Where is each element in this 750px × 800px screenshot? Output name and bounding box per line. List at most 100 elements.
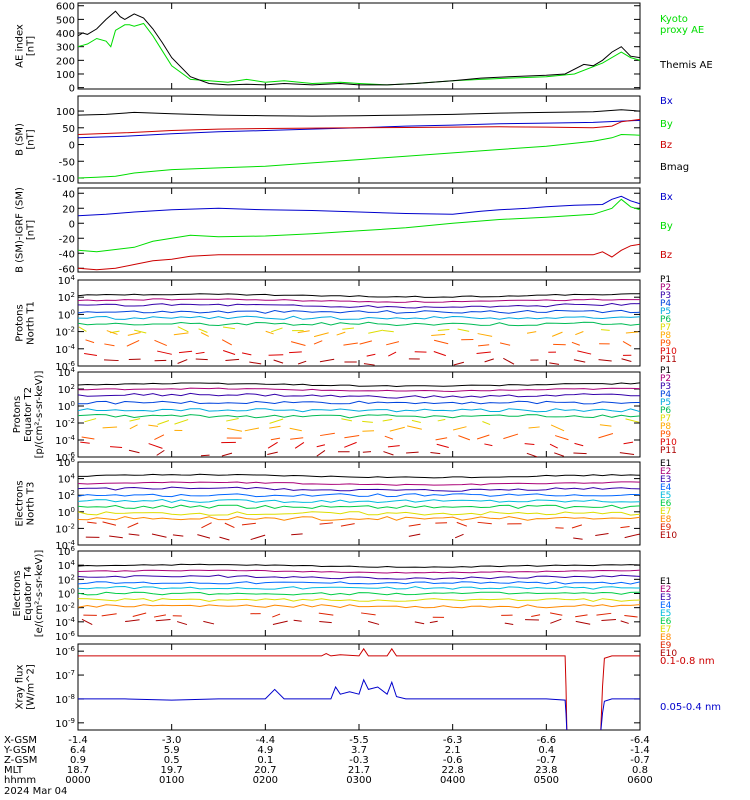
channel-segment-11 xyxy=(453,361,465,366)
ephemeris-value: -6.4 xyxy=(630,735,650,746)
channel-segment-9 xyxy=(126,339,140,347)
channel-segment-9 xyxy=(102,521,117,526)
legend-entry: P7 xyxy=(660,323,671,333)
channel-segment-10 xyxy=(84,353,98,357)
channel-segment-7 xyxy=(129,418,141,422)
channel-segment-10 xyxy=(109,535,123,539)
legend-entry: P8 xyxy=(660,331,671,341)
channel-segment-9 xyxy=(476,434,490,440)
ephemeris-value: -6.3 xyxy=(443,735,463,746)
plot-area xyxy=(78,109,640,179)
channel-segment-10 xyxy=(414,621,425,625)
ephemeris-value: -0.7 xyxy=(630,755,650,766)
series-line-1 xyxy=(78,119,640,139)
legend-entry: 0.1-0.8 nm xyxy=(660,656,715,667)
ephemeris-table: X-GSM -1.4 -3.0 -4.4 -5.5 -6.3 -6.6 -6.4 Y-GSM 6.… xyxy=(3,735,653,797)
y-axis-label: Equator T4 xyxy=(23,566,34,621)
channel-segment-9 xyxy=(320,432,335,437)
y-axis-label: B (SM) xyxy=(15,123,26,156)
channel-segment-10 xyxy=(110,446,123,448)
y-tick-label: 600 xyxy=(56,2,75,13)
channel-segment-10 xyxy=(577,350,592,355)
channel-segment-9 xyxy=(478,344,490,347)
y-tick-label: 40 xyxy=(62,189,75,200)
y-tick-label: 102 xyxy=(58,489,75,502)
ephemeris-value: 4.9 xyxy=(257,745,273,756)
legend-entry: By xyxy=(660,119,673,130)
channel-segment-10 xyxy=(601,619,616,621)
channel-segment-7 xyxy=(457,328,470,332)
channel-segment-9 xyxy=(221,339,232,346)
channel-segment-9 xyxy=(154,434,165,440)
series-line-2 xyxy=(78,198,640,253)
ephemeris-row-label: hhmm xyxy=(4,775,36,786)
channel-segment-11 xyxy=(526,452,538,457)
channel-segment-7 xyxy=(437,418,446,422)
legend-entry: P1 xyxy=(660,366,671,376)
channel-segment-8 xyxy=(173,332,189,336)
ephemeris-value: 20.7 xyxy=(254,765,276,776)
channel-segment-7 xyxy=(269,418,284,424)
channel-segment-7 xyxy=(600,329,610,331)
channel-line-6 xyxy=(78,591,640,596)
y-tick-label: 0 xyxy=(69,141,75,152)
channel-line-3 xyxy=(78,574,640,580)
y-tick-label: 100 xyxy=(56,70,75,81)
panel-1: 0 100 200 300 400 500 600 AE index [nT] Kyotoprox… xyxy=(15,2,713,95)
channel-line-6 xyxy=(78,504,640,509)
channel-segment-9 xyxy=(433,339,449,345)
channel-segment-9 xyxy=(290,341,306,346)
channel-segment-11 xyxy=(249,361,262,365)
channel-segment-8 xyxy=(431,333,446,337)
series-line-3 xyxy=(78,118,640,135)
channel-segment-7 xyxy=(198,328,208,333)
channel-segment-9 xyxy=(340,523,355,527)
y-axis-label: Xray flux xyxy=(15,665,26,710)
y-tick-label: 300 xyxy=(56,43,75,54)
y-tick-label: 10-4 xyxy=(55,343,75,356)
channel-segment-8 xyxy=(550,424,565,432)
legend-entry: P9 xyxy=(660,339,671,349)
channel-segment-9 xyxy=(477,521,492,525)
channel-segment-9 xyxy=(87,521,97,524)
y-tick-label: 10-6 xyxy=(55,360,75,373)
channel-segment-9 xyxy=(132,612,147,617)
legend-entry: proxy AE xyxy=(660,25,704,36)
plot-area xyxy=(78,382,640,457)
channel-segment-9 xyxy=(224,522,235,529)
channel-segment-7 xyxy=(226,417,239,422)
date-label: 2024 Mar 04 xyxy=(4,786,67,797)
channel-segment-8 xyxy=(106,330,118,335)
channel-segment-10 xyxy=(436,443,449,448)
panel-frame xyxy=(77,95,641,184)
channel-segment-8 xyxy=(313,332,329,338)
panel-frame xyxy=(77,461,641,546)
channel-segment-9 xyxy=(101,613,117,617)
channel-segment-8 xyxy=(551,331,563,337)
legend-entry: P9 xyxy=(660,430,671,440)
channel-segment-10 xyxy=(81,618,93,625)
y-tick-label: 106 xyxy=(58,545,76,558)
y-tick-label: 200 xyxy=(56,56,75,67)
legend-entry: E2 xyxy=(660,585,671,595)
y-tick-label: 10-4 xyxy=(55,539,75,552)
y-tick-label: 100 xyxy=(58,400,75,413)
ephemeris-value: 0.1 xyxy=(257,755,273,766)
channel-segment-8 xyxy=(265,330,274,335)
y-tick-label: 104 xyxy=(58,366,76,379)
channel-line-4 xyxy=(78,581,640,585)
y-axis-label: North T1 xyxy=(26,301,37,345)
legend-entry: E6 xyxy=(660,617,672,627)
channel-line-3 xyxy=(78,392,640,399)
panel-8: 10-6 10-7 10-8 10-9 Xray flux [W/m^2] 0.1-0.8 … xyxy=(15,643,721,731)
channel-line-5 xyxy=(78,315,640,320)
channel-segment-9 xyxy=(85,339,95,344)
channel-segment-10 xyxy=(197,534,211,539)
y-tick-label: -40 xyxy=(59,249,75,260)
panel-5: 104 102 100 10-2 10-4 10-6 Protons Equator T2 [p… xyxy=(12,366,677,464)
series-line-2 xyxy=(78,133,640,179)
channel-segment-8 xyxy=(575,331,584,336)
ephemeris-value: 0200 xyxy=(253,775,278,786)
channel-segment-9 xyxy=(313,340,323,345)
y-tick-label: 10-9 xyxy=(55,717,75,730)
